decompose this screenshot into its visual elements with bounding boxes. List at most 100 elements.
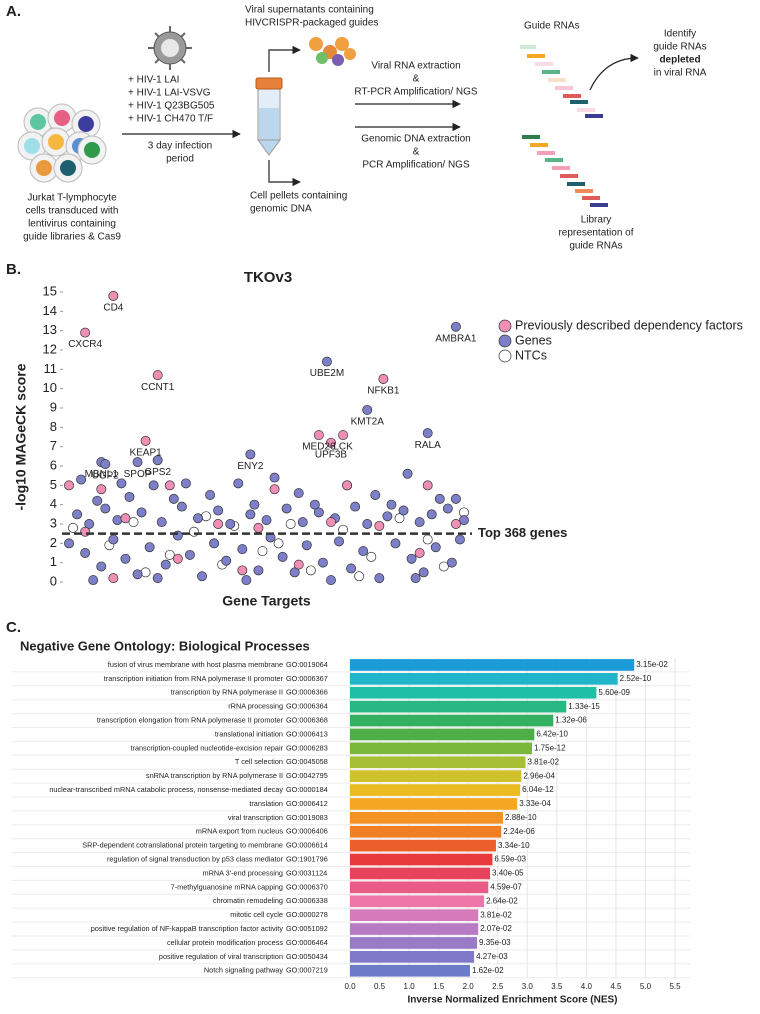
point-label: ENY2 xyxy=(237,461,264,472)
go-id: GO:1901796 xyxy=(286,854,328,863)
bar xyxy=(350,784,521,796)
point-label: NFKB1 xyxy=(367,386,400,397)
bar xyxy=(350,895,485,908)
p-value: 2.07e-02 xyxy=(480,924,512,933)
y-tick-label: 10 xyxy=(43,380,57,395)
pellet-text: Cell pellets containing xyxy=(250,191,347,202)
point xyxy=(108,573,119,584)
category-label: viral transcription xyxy=(228,813,283,822)
category-label: transcription by RNA polymerase II xyxy=(171,688,283,697)
go-id: GO:0006338 xyxy=(286,896,328,905)
chart-title: TKOv3 xyxy=(244,269,292,286)
go-id: GO:0000278 xyxy=(286,910,328,919)
category-label: positive regulation of viral transcripti… xyxy=(159,952,283,961)
category-label: cellular protein modification process xyxy=(167,938,283,947)
virus-icon xyxy=(148,26,192,70)
p-value: 2.24e-06 xyxy=(503,827,535,836)
point xyxy=(301,540,312,551)
point xyxy=(438,561,449,572)
point xyxy=(354,571,365,582)
point xyxy=(342,480,353,491)
bar xyxy=(350,937,478,949)
bar xyxy=(350,867,491,880)
point-label: AMBRA1 xyxy=(435,333,477,344)
point xyxy=(305,565,316,576)
rna-text: Viral RNA extraction xyxy=(371,61,460,72)
point xyxy=(269,484,280,495)
point xyxy=(108,534,119,545)
point xyxy=(297,517,308,528)
point xyxy=(450,321,461,332)
category-label: fusion of virus membrane with host plasm… xyxy=(108,660,283,669)
supernatant-text: Viral supernatants containing xyxy=(245,5,374,16)
point xyxy=(112,515,123,526)
p-value: 3.40e-05 xyxy=(492,869,524,878)
point xyxy=(100,459,111,470)
point xyxy=(398,505,409,516)
category-label: positive regulation of NF-kappaB transcr… xyxy=(91,924,284,933)
bar xyxy=(350,686,597,699)
dna-text: Genomic DNA extraction xyxy=(361,134,471,145)
point xyxy=(406,553,417,564)
x-tick-label: 1.5 xyxy=(433,982,445,991)
identify-text: Identify xyxy=(664,29,696,40)
point xyxy=(176,501,187,512)
y-tick-label: 0 xyxy=(50,573,57,588)
bar xyxy=(350,923,479,935)
bar xyxy=(350,770,522,782)
point-label: UBE2M xyxy=(310,368,344,379)
x-axis-title: Inverse Normalized Enrichment Score (NES… xyxy=(407,994,617,1005)
point-label: UGP2 xyxy=(92,471,120,482)
point xyxy=(450,493,461,504)
point xyxy=(72,509,83,520)
bar xyxy=(350,812,504,824)
bar xyxy=(350,714,554,727)
guide-rnas-text: Guide RNAs xyxy=(524,21,580,32)
legend-label: Genes xyxy=(515,333,552,347)
point xyxy=(338,430,349,441)
y-tick-label: 15 xyxy=(43,283,57,298)
bar xyxy=(350,881,489,894)
p-value: 3.81e-02 xyxy=(480,910,512,919)
category-label: translation xyxy=(249,799,283,808)
point xyxy=(132,457,143,468)
point xyxy=(326,575,336,586)
point xyxy=(422,480,433,491)
go-id: GO:0000184 xyxy=(286,785,328,794)
point xyxy=(148,480,159,491)
x-tick-label: 1.0 xyxy=(404,982,416,991)
point xyxy=(80,526,91,537)
y-tick-label: 7 xyxy=(50,438,57,453)
bar xyxy=(350,756,526,769)
y-tick-label: 5 xyxy=(50,477,57,492)
panel-label: A. xyxy=(6,3,21,20)
point xyxy=(402,468,413,479)
p-value: 6.42e-10 xyxy=(536,730,568,739)
category-label: chromatin remodeling xyxy=(213,896,283,905)
point-label: RALA xyxy=(415,440,441,451)
library-text: Library xyxy=(581,215,612,226)
legend-swatch xyxy=(498,334,512,348)
threshold-label: Top 368 genes xyxy=(478,525,567,540)
go-id: GO:0045058 xyxy=(286,757,328,766)
point xyxy=(189,526,199,537)
point-label: CCNT1 xyxy=(141,382,175,393)
point xyxy=(313,507,324,518)
point xyxy=(172,553,183,564)
cells-text: Jurkat T-lymphocyte xyxy=(27,193,117,204)
panel-label: B. xyxy=(6,261,21,278)
category-label: regulation of signal transduction by p53… xyxy=(107,854,284,863)
category-label: mRNA export from nucleus xyxy=(196,827,284,836)
bar xyxy=(350,839,496,852)
go-id: GO:0006366 xyxy=(286,688,328,697)
y-tick-label: 9 xyxy=(50,399,57,414)
category-label: snRNA transcription by RNA polymerase II xyxy=(146,771,283,780)
p-value: 2.88e-10 xyxy=(505,813,537,822)
identify-text: depleted xyxy=(659,55,700,66)
y-tick-label: 6 xyxy=(50,457,57,472)
point-label: GPS2 xyxy=(144,467,171,478)
infection-text: period xyxy=(166,154,194,165)
y-tick-label: 8 xyxy=(50,419,57,434)
point xyxy=(120,553,131,564)
point xyxy=(382,511,393,522)
